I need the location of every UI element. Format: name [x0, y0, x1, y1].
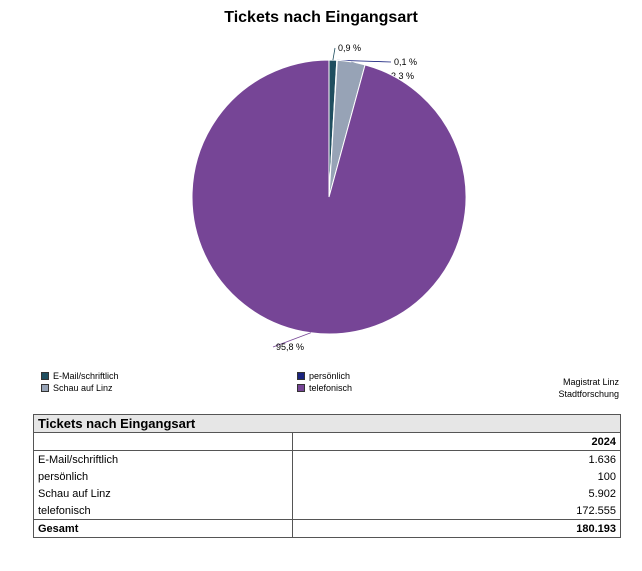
source-line-1: Magistrat Linz: [562, 377, 619, 387]
legend-swatch: [41, 383, 49, 392]
pie-slice-label: 0,9 %: [338, 43, 361, 53]
legend-swatch: [297, 383, 305, 392]
pie-chart: 0,9 % 0,1 % 3,3 % 95,8 %: [191, 43, 467, 352]
table-row-label: E-Mail/schriftlich: [33, 450, 293, 468]
data-table: Tickets nach Eingangsart 2024 E-Mail/sch…: [33, 414, 621, 538]
table-header-year: 2024: [292, 432, 621, 451]
source-note: Magistrat Linz Stadtforschung: [558, 376, 619, 400]
pie-slice-label: 95,8 %: [276, 342, 304, 352]
pie-slice: [191, 59, 467, 335]
table-row-label: Schau auf Linz: [33, 485, 293, 502]
table-header-blank: [33, 432, 293, 451]
table-row-value: 172.555: [292, 502, 621, 520]
table-row-label: telefonisch: [33, 502, 293, 520]
source-line-2: Stadtforschung: [558, 389, 619, 399]
legend-item-email: E-Mail/schriftlich: [41, 370, 119, 381]
legend-label: Schau auf Linz: [53, 382, 113, 393]
legend-swatch: [41, 371, 49, 380]
table-row: Schau auf Linz 5.902: [33, 485, 621, 502]
pie-leader-line: [272, 332, 311, 348]
legend-label: E-Mail/schriftlich: [53, 370, 119, 381]
legend-item-persoenlich: persönlich: [297, 370, 350, 381]
pie-leader-line: [332, 47, 336, 61]
table-title: Tickets nach Eingangsart: [33, 414, 621, 433]
pie-slice-label: 3,3 %: [391, 71, 414, 81]
legend-item-telefonisch: telefonisch: [297, 382, 352, 393]
pie-leader-line: [337, 59, 392, 63]
table-row: persönlich 100: [33, 468, 621, 485]
table-row: E-Mail/schriftlich 1.636: [33, 450, 621, 468]
pie-slice-label: 0,1 %: [394, 57, 417, 67]
table-row-value: 1.636: [292, 450, 621, 468]
legend-label: persönlich: [309, 370, 351, 381]
table-row-label: persönlich: [33, 468, 293, 485]
table-total-label: Gesamt: [33, 519, 293, 538]
table-total-row: Gesamt 180.193: [33, 519, 621, 538]
chart-title: Tickets nach Eingangsart: [224, 9, 418, 26]
legend-label: telefonisch: [309, 382, 353, 393]
legend-swatch: [297, 371, 305, 380]
table-total-value: 180.193: [292, 519, 621, 538]
legend-item-schau-auf-linz: Schau auf Linz: [41, 382, 113, 393]
table-row-value: 5.902: [292, 485, 621, 502]
table-row-value: 100: [292, 468, 621, 485]
table-row: telefonisch 172.555: [33, 502, 621, 520]
